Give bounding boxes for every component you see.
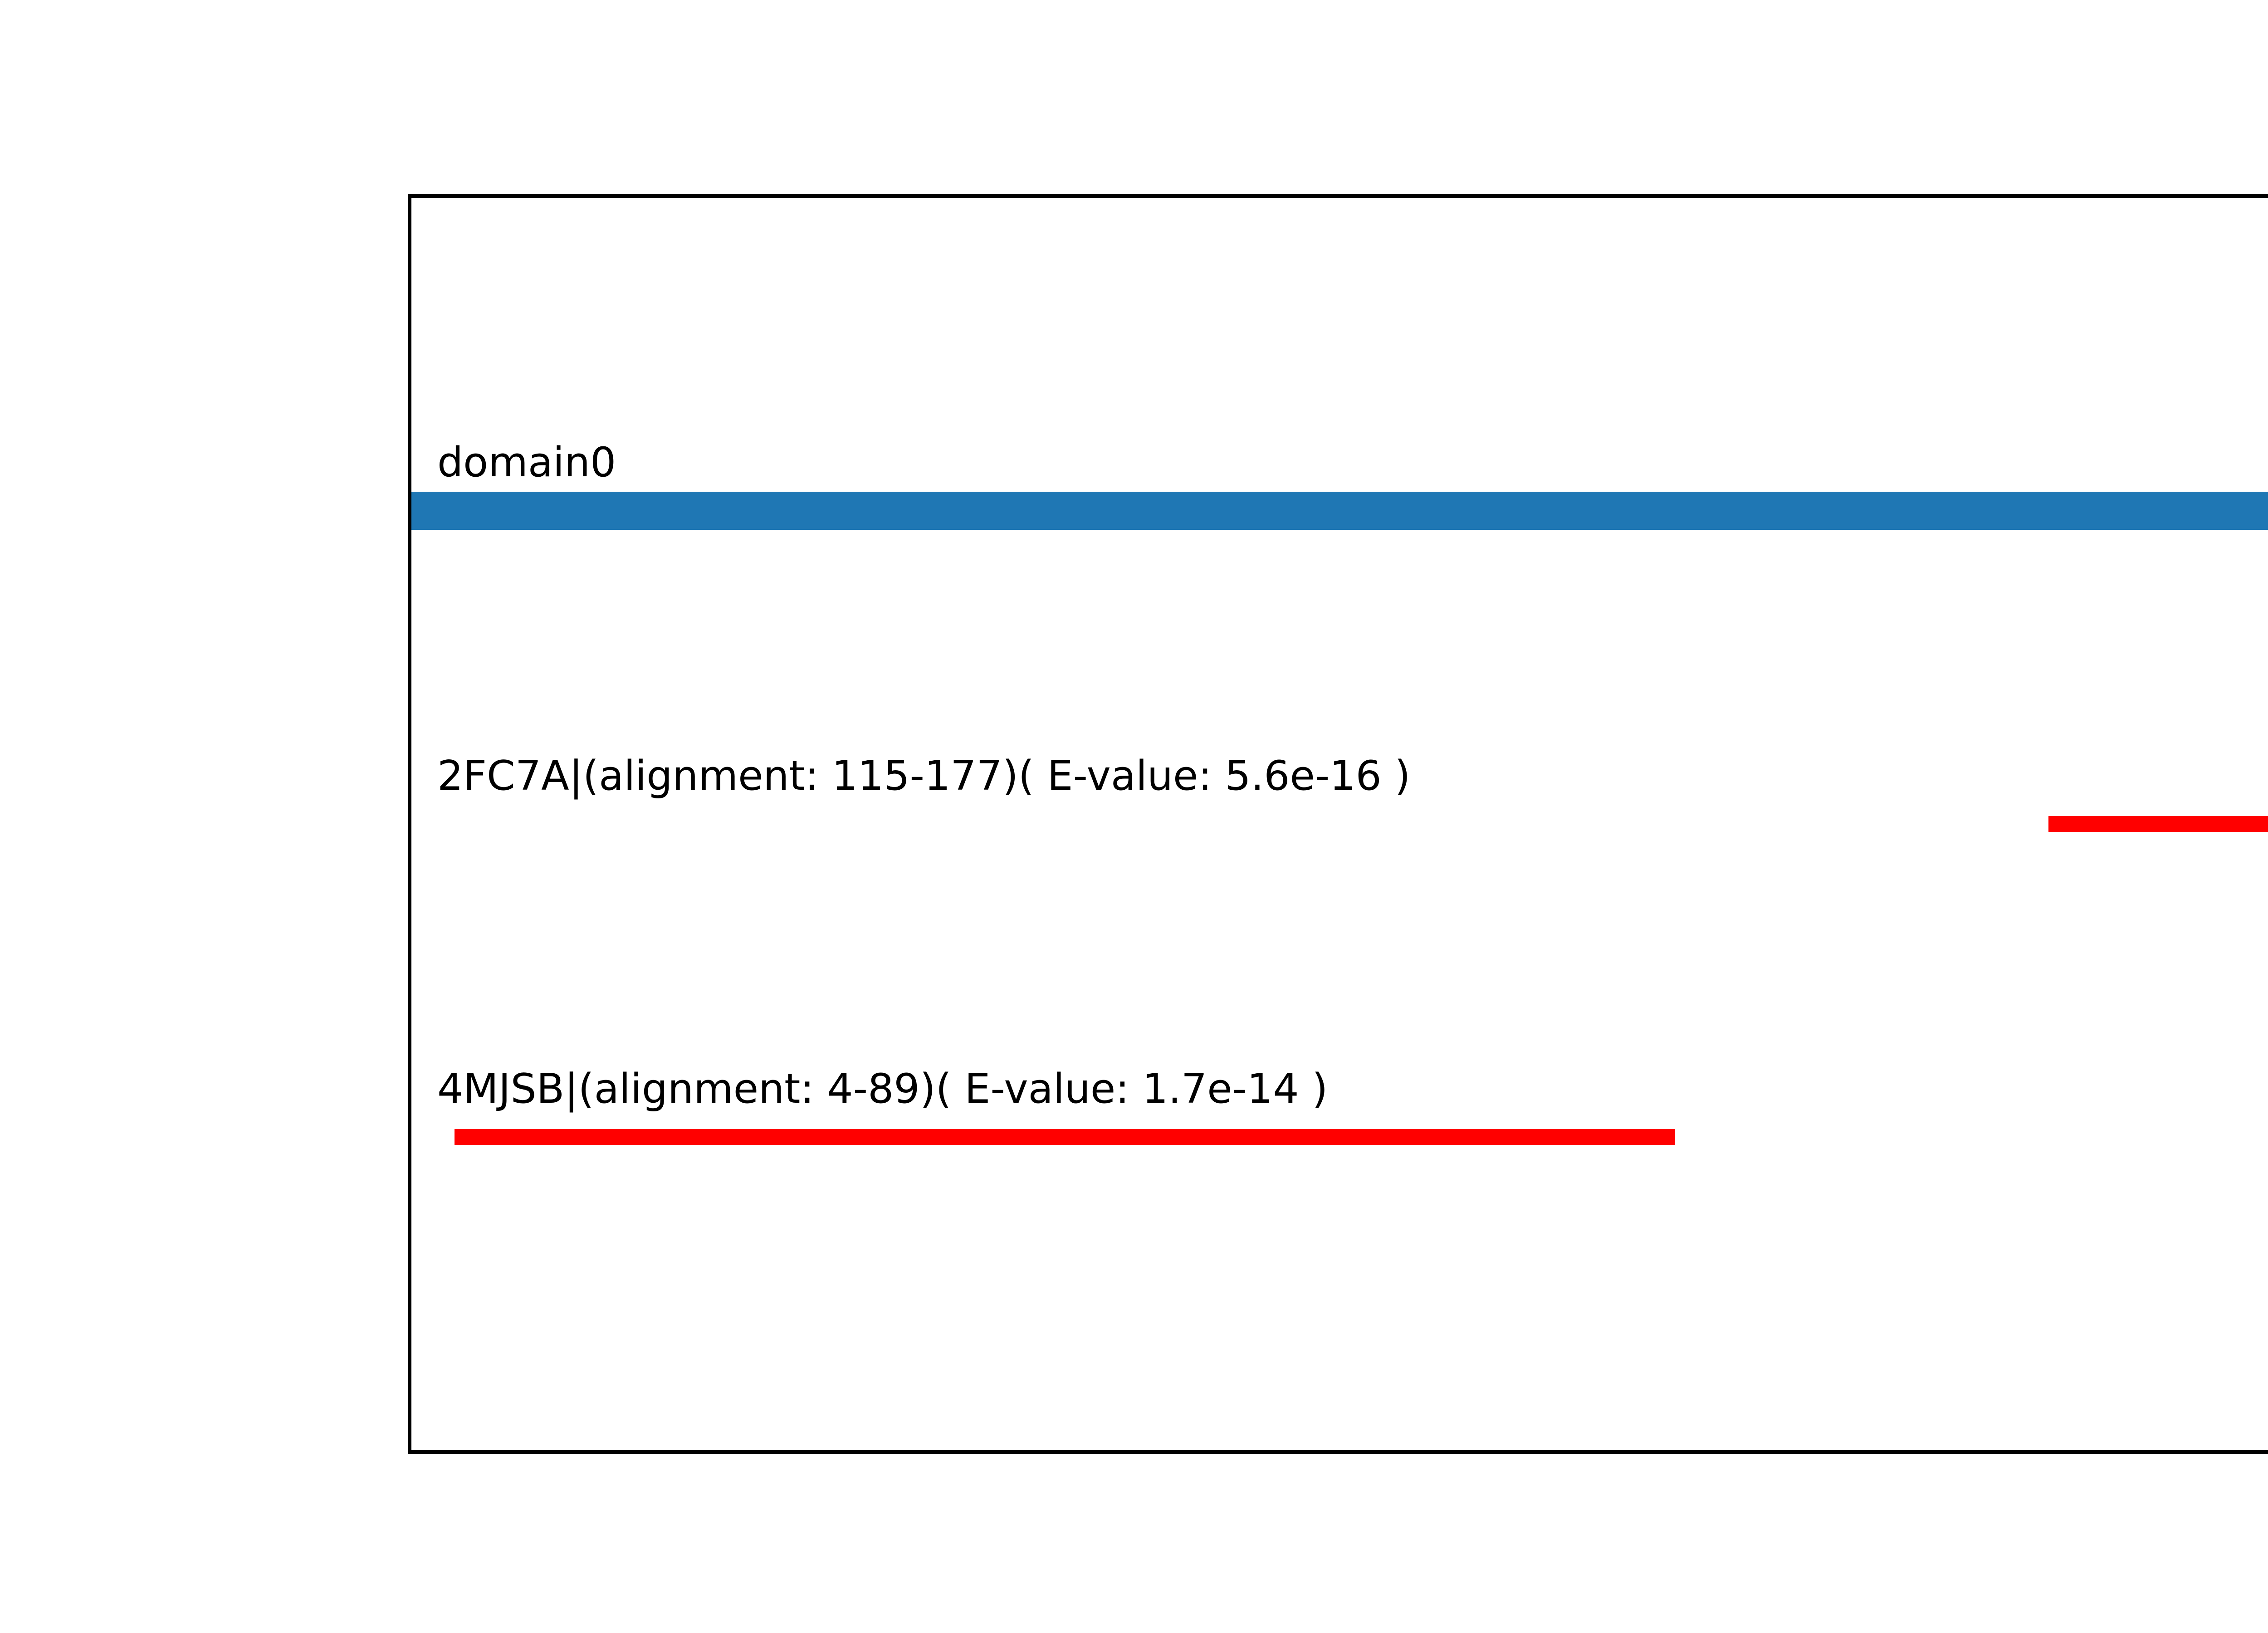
plot-frame: domain0 2FC7A|(alignment: 115-177)( E-val… — [408, 194, 2268, 1454]
row-label-4mjsb: 4MJSB|(alignment: 4-89)( E-value: 1.7e-1… — [437, 1065, 1328, 1113]
row-label-domain0: domain0 — [437, 439, 616, 486]
alignment-span-bar — [2048, 816, 2268, 832]
alignment-span-bar — [455, 1129, 1675, 1145]
query-domain-bar — [411, 492, 2268, 530]
row-label-2fc7a: 2FC7A|(alignment: 115-177)( E-value: 5.6… — [437, 752, 1411, 800]
